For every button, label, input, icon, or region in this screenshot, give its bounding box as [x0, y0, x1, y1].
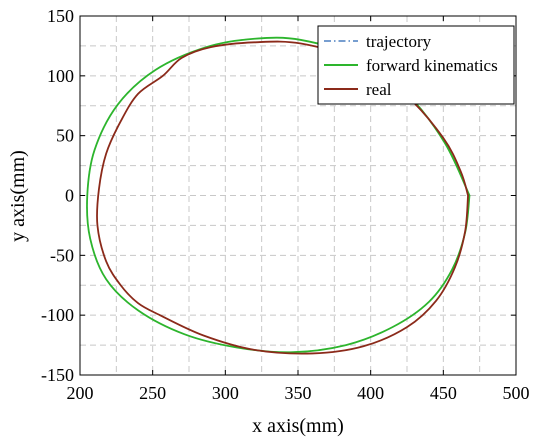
x-tick-label: 200	[67, 383, 94, 403]
tick-layer: 200 250 300 350 400 450 500 -150 -100 -50 0 50 100 15…	[41, 6, 530, 403]
legend-label: forward kinematics	[366, 56, 498, 75]
legend-label: real	[366, 80, 392, 99]
x-tick-label: 400	[357, 383, 384, 403]
x-tick-label: 250	[139, 383, 166, 403]
legend-label: trajectory	[366, 32, 432, 51]
legend: trajectory forward kinematics real	[317, 25, 515, 105]
y-tick-label: -100	[41, 305, 74, 325]
x-tick-label: 450	[430, 383, 457, 403]
y-tick-label: 100	[47, 66, 74, 86]
y-tick-label: 150	[47, 6, 74, 26]
x-tick-label: 300	[212, 383, 239, 403]
y-tick-label: -150	[41, 365, 74, 385]
x-axis-label: x axis(mm)	[252, 415, 344, 437]
x-tick-label: 350	[285, 383, 312, 403]
y-tick-label: 0	[65, 186, 74, 206]
y-axis-label: y axis(mm)	[7, 150, 29, 242]
x-tick-label: 500	[503, 383, 530, 403]
y-tick-label: -50	[50, 245, 74, 265]
y-tick-label: 50	[56, 126, 74, 146]
series-line-forward-kinematics	[86, 36, 471, 354]
